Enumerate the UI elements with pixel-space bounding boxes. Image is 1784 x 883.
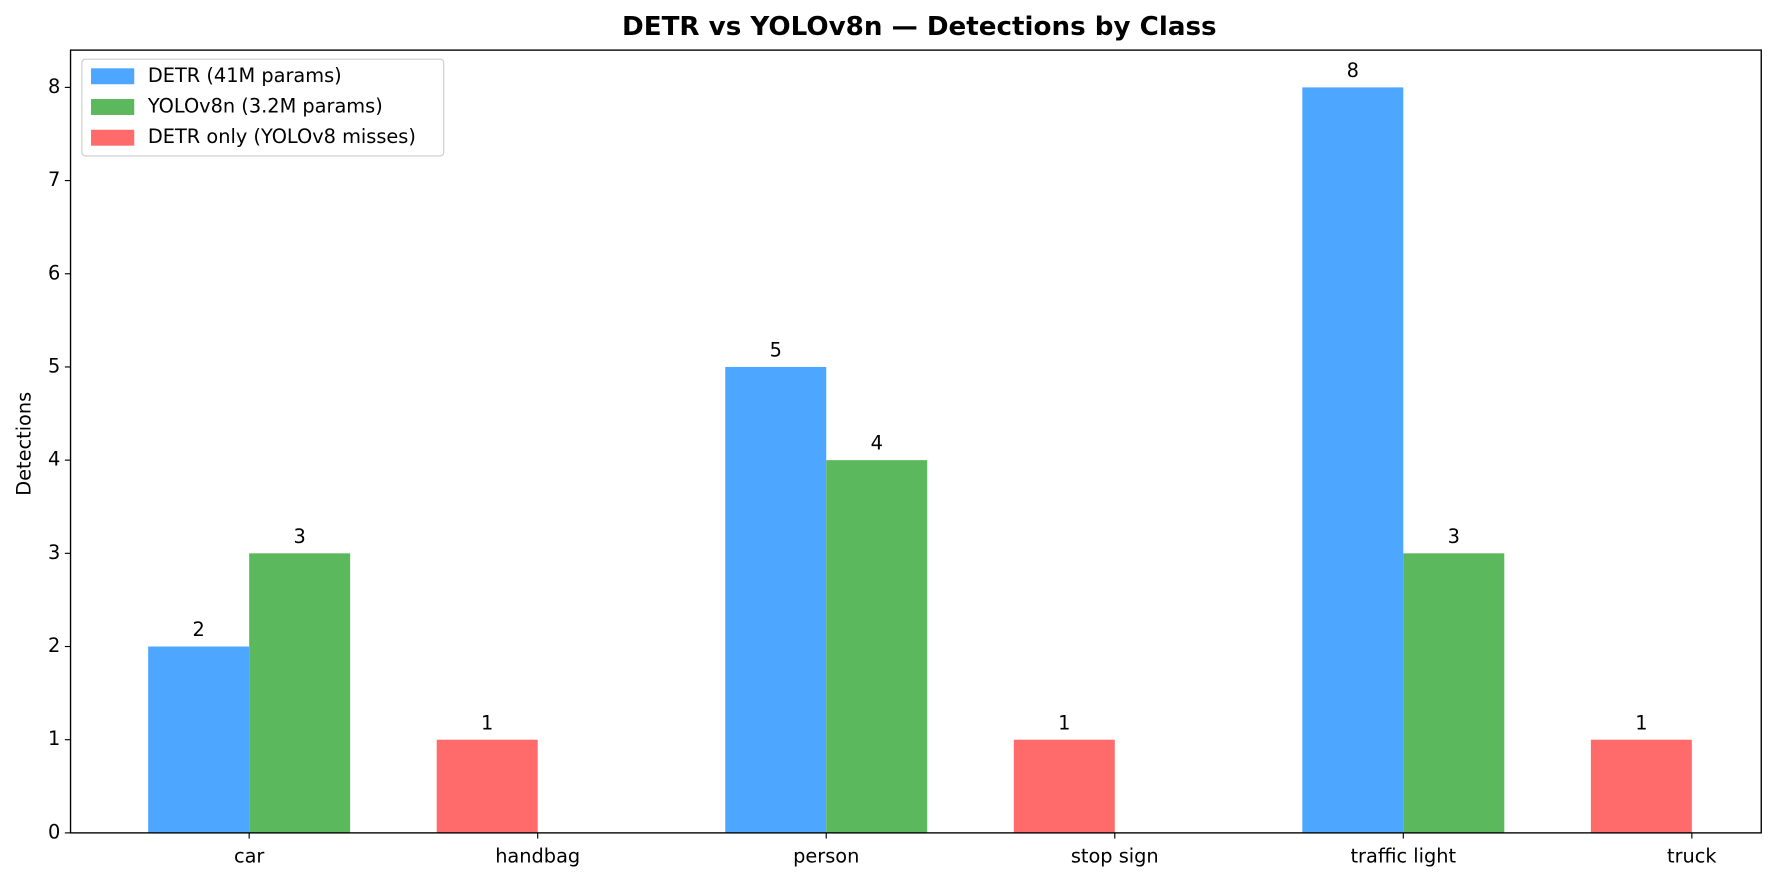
x-tick-label: stop sign (1071, 844, 1159, 867)
plot-frame (69, 49, 1762, 834)
bar (249, 553, 351, 833)
y-tick-label: 5 (48, 354, 60, 377)
value-label: 1 (481, 711, 493, 734)
bar (148, 646, 250, 833)
y-tick-label: 6 (48, 261, 60, 284)
bar (436, 739, 538, 833)
legend-swatch (91, 99, 135, 115)
chart-title: DETR vs YOLOv8n — Detections by Class (622, 12, 1217, 42)
value-label: 3 (1448, 525, 1460, 548)
legend-label: DETR (41M params) (148, 64, 342, 87)
bar (1590, 739, 1692, 833)
y-tick-label: 7 (48, 168, 60, 191)
y-tick-label: 1 (48, 727, 60, 750)
y-tick-label: 0 (48, 820, 60, 843)
value-label: 5 (770, 339, 782, 362)
y-tick-label: 4 (48, 448, 60, 471)
value-label: 1 (1635, 711, 1647, 734)
value-label: 8 (1347, 59, 1359, 82)
bar (1403, 553, 1505, 833)
x-tick-label: truck (1667, 844, 1717, 867)
y-tick-label: 3 (48, 541, 60, 564)
x-tick-label: person (793, 844, 859, 867)
x-tick-label: handbag (495, 844, 580, 867)
bar (1302, 87, 1404, 833)
value-label: 4 (871, 432, 883, 455)
value-label: 1 (1058, 711, 1070, 734)
value-label: 2 (193, 618, 205, 641)
bar (826, 460, 928, 833)
y-tick-label: 8 (48, 75, 60, 98)
y-axis-label: Detections (13, 392, 36, 496)
bar (1013, 739, 1115, 833)
bar (725, 366, 827, 833)
legend-label: DETR only (YOLOv8 misses) (148, 125, 416, 148)
legend-swatch (91, 68, 135, 85)
value-label: 3 (294, 525, 306, 548)
y-tick-label: 2 (48, 634, 60, 657)
legend-swatch (91, 129, 135, 146)
x-tick-label: traffic light (1350, 844, 1456, 867)
legend-box (81, 58, 445, 157)
x-tick-label: car (234, 844, 264, 867)
legend-label: YOLOv8n (3.2M params) (147, 95, 383, 118)
